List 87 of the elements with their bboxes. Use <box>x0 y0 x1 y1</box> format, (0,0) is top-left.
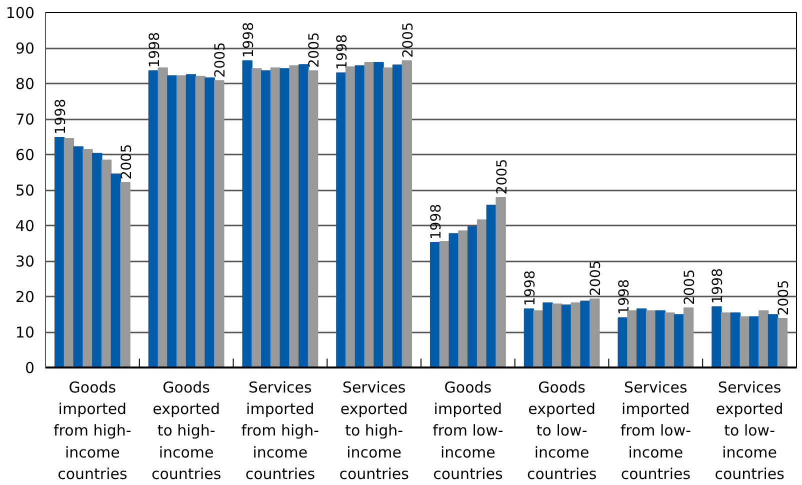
bar <box>204 77 215 368</box>
bar <box>120 182 130 368</box>
y-tick-label: 10 <box>15 324 35 342</box>
bar <box>270 67 281 368</box>
bar <box>636 308 647 368</box>
x-tick-label: Goods exported to low- income countries <box>526 378 597 483</box>
bar <box>580 300 590 368</box>
bar <box>383 67 394 368</box>
text: 2005 <box>212 42 229 78</box>
text: 1998 <box>522 270 538 306</box>
bar <box>758 310 769 368</box>
bar <box>354 65 366 368</box>
bar <box>298 64 309 368</box>
text: 2005 <box>400 22 416 58</box>
bar <box>242 60 252 368</box>
text: 2005 <box>776 280 792 316</box>
y-tick-label: 60 <box>15 146 35 164</box>
bar <box>345 66 356 368</box>
x-tick-label: Services imported from high- income countries <box>241 378 320 483</box>
bar <box>712 306 722 368</box>
text: 2005 <box>588 260 604 296</box>
bar <box>214 80 224 368</box>
bar <box>542 302 553 368</box>
bar <box>261 70 272 368</box>
bar <box>590 298 600 368</box>
bar <box>167 75 178 368</box>
bar <box>476 219 488 368</box>
bar <box>561 304 572 368</box>
y-tick-label: 50 <box>15 182 35 200</box>
bar <box>627 310 638 368</box>
text: 1998 <box>616 279 632 315</box>
bar <box>336 72 346 368</box>
y-tick-label: 80 <box>15 75 35 93</box>
y-tick-label: 30 <box>15 252 35 270</box>
y-tick-label: 20 <box>15 288 35 306</box>
text: 1998 <box>146 32 163 68</box>
bar <box>777 318 788 368</box>
text: 1998 <box>334 34 351 70</box>
bar <box>552 303 562 368</box>
bar <box>646 310 656 368</box>
bar <box>458 230 468 368</box>
text: 2005 <box>306 32 323 68</box>
bar <box>749 316 760 368</box>
bar <box>158 67 168 368</box>
bar <box>674 314 684 368</box>
bar <box>92 152 102 368</box>
bar <box>176 75 187 368</box>
text: 2005 <box>118 144 135 180</box>
bar <box>664 312 675 368</box>
bar <box>768 314 778 368</box>
text: 1998 <box>53 98 70 134</box>
x-tick-label: Goods exported to high- income countries <box>151 378 222 483</box>
x-tick-label: Services exported to low- income countries <box>714 378 785 483</box>
bar <box>430 242 440 368</box>
bar <box>439 240 450 368</box>
bar <box>496 196 506 368</box>
y-tick-label: 70 <box>15 110 35 128</box>
bar <box>308 70 318 368</box>
bar <box>683 307 694 368</box>
y-tick-label: 100 <box>6 4 35 22</box>
bar <box>720 312 732 368</box>
text: 1998 <box>710 268 726 304</box>
y-tick-label: 90 <box>15 40 35 58</box>
bar <box>186 74 196 368</box>
bar <box>54 136 65 368</box>
bar <box>101 160 112 368</box>
y-tick-label: 0 <box>24 359 35 377</box>
text: 1998 <box>240 22 257 58</box>
bar <box>289 65 300 368</box>
text: 2005 <box>682 269 698 305</box>
bar <box>402 60 412 368</box>
bar <box>533 310 544 368</box>
x-tick-label: Services exported to high- income countries <box>339 378 410 483</box>
bar <box>618 317 628 368</box>
bar <box>64 138 74 368</box>
text: 1998 <box>428 204 445 240</box>
text: 2005 <box>494 158 510 194</box>
bar <box>468 226 478 368</box>
y-tick-label: 40 <box>15 217 35 235</box>
bar <box>82 149 93 368</box>
bar <box>252 68 262 368</box>
x-tick-label: Goods imported from low- income countries <box>432 378 504 483</box>
x-tick-label: Services imported from low- income countries <box>620 378 692 483</box>
bar <box>374 62 384 368</box>
bar <box>392 64 403 368</box>
x-tick-label: Goods imported from high- income countries <box>54 378 132 483</box>
bar <box>730 312 741 368</box>
